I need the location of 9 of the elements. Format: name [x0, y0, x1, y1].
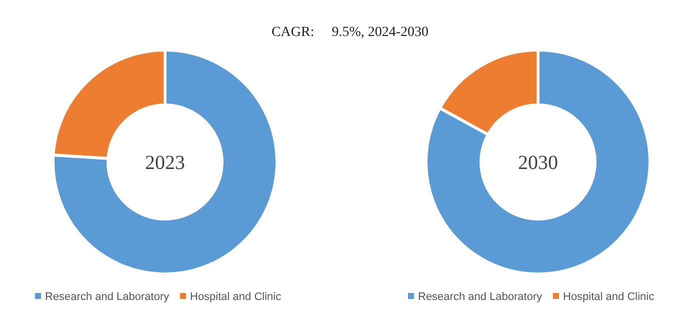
text: 2023 — [145, 152, 185, 174]
legend-label: Hospital and Clinic — [190, 291, 282, 303]
legend-label: Research and Laboratory — [418, 291, 543, 303]
donut-slice — [52, 48, 278, 276]
text: CAGR: 9.5%, 2024-2030 — [271, 25, 429, 40]
legend-label: Research and Laboratory — [45, 291, 170, 303]
text: 2030 — [518, 152, 558, 174]
legend-label: Hospital and Clinic — [563, 291, 655, 303]
donut-slice — [424, 48, 652, 276]
